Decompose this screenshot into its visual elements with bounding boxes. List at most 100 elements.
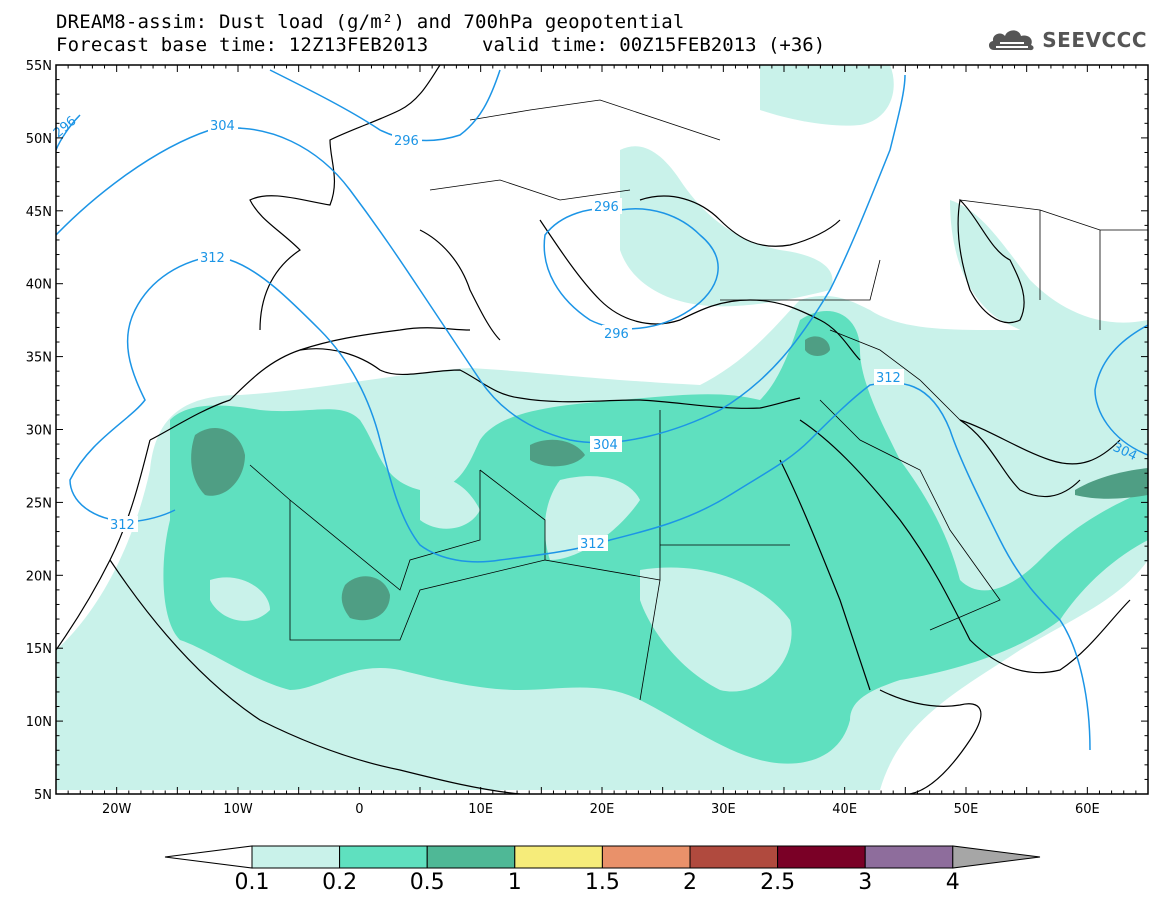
border-central-asia — [959, 199, 1148, 330]
dust-dark-mali — [341, 576, 390, 621]
border-europe-2 — [469, 99, 721, 141]
dust-gap-sudan — [640, 567, 792, 692]
border-saudi — [819, 399, 1001, 631]
seevccc-logo: SEEVCCC — [986, 26, 1147, 54]
colorbar-tick-label: 3 — [858, 870, 873, 895]
coast-horn — [879, 689, 982, 794]
contour-label-312-iraq: 312 — [876, 371, 901, 386]
colorbar-tick-label: 2 — [683, 870, 697, 895]
colorbar-below-arrow — [164, 845, 253, 869]
map-title: DREAM8-assim: Dust load (g/m²) and 700hP… — [56, 11, 685, 33]
colorbar-tick-label: 2.5 — [760, 870, 796, 895]
lon-label: 0 — [355, 802, 363, 817]
lat-label: 15N — [26, 642, 52, 657]
contour-304-east — [1094, 324, 1148, 456]
contour-label-296-west: 296 — [51, 114, 80, 141]
contour-312-main — [229, 259, 1091, 751]
dust-dark-syria — [805, 336, 830, 356]
colorbar-tick-label: 0.2 — [322, 870, 358, 895]
lon-label: 50E — [954, 802, 979, 817]
contour-label-312-sahara: 312 — [580, 537, 605, 552]
contour-label-296-greece: 296 — [604, 327, 629, 342]
border-mali-niger — [289, 500, 546, 641]
contour-label-304-west: 304 — [210, 119, 235, 134]
contour-296-north — [269, 69, 501, 142]
lon-label: 20W — [102, 802, 132, 817]
colorbar-segment — [601, 845, 691, 869]
lat-label: 20N — [26, 569, 52, 584]
dust-dark-libya — [530, 439, 585, 467]
border-europe-1 — [429, 179, 631, 201]
colorbar-segment — [514, 845, 603, 869]
dust-fields — [56, 65, 1148, 790]
border-turkey — [720, 259, 881, 301]
colorbar-tick-label: 0.1 — [234, 870, 270, 895]
contour-label-304-libya: 304 — [593, 438, 618, 453]
lat-label: 35N — [26, 351, 52, 366]
dust-gap-libya — [420, 477, 480, 529]
dust-dark-gulf — [1075, 468, 1148, 499]
logo-text: SEEVCCC — [1042, 28, 1147, 52]
border-chad-sudan — [639, 579, 661, 701]
colorbar-tick-label: 1.5 — [584, 870, 620, 895]
dust-gap-egypt — [544, 476, 640, 560]
coast-arabia — [799, 419, 1131, 674]
dust-gap-chad — [210, 577, 270, 621]
border-libya-egypt — [479, 410, 661, 581]
latitude-labels: 55N 50N 45N 40N 35N 30N 25N 20N 15N 10N 5N — [26, 59, 52, 803]
colorbar-tick-label: 4 — [945, 870, 960, 895]
lon-label: 10W — [223, 802, 253, 817]
colorbar-tick-label: 0.5 — [409, 870, 445, 895]
valid-time: valid time: 00Z15FEB2013 (+36) — [482, 34, 826, 56]
lat-label: 55N — [26, 59, 52, 74]
dust-dark-morocco — [191, 427, 245, 496]
coast-caspian — [957, 198, 1025, 324]
colorbar-tick-label: 1 — [507, 870, 522, 895]
geopotential-contours — [56, 69, 1148, 751]
dust-light-ne — [760, 65, 894, 126]
coast-italy — [419, 229, 501, 341]
coast-redsea — [779, 459, 871, 691]
coast-persian-gulf — [959, 419, 1121, 465]
dust-light-north — [620, 146, 833, 307]
lat-label: 50N — [26, 132, 52, 147]
colorbar-segment — [777, 845, 866, 869]
dust-medium-region — [163, 311, 1148, 764]
colorbar-segment — [689, 845, 779, 869]
border-algeria — [249, 464, 481, 591]
lat-label: 10N — [26, 715, 52, 730]
contour-296-west — [56, 114, 81, 151]
contour-label-312-sw: 312 — [110, 518, 135, 533]
longitude-labels: 20W 10W 0 10E 20E 30E 40E 50E 60E — [102, 802, 1100, 817]
lat-label: 5N — [34, 788, 52, 803]
coast-blacksea — [639, 195, 841, 247]
coastlines — [56, 65, 1131, 794]
lon-label: 40E — [832, 802, 857, 817]
lat-label: 40N — [26, 278, 52, 293]
axis-ticks — [55, 64, 1149, 795]
colorbar-segment — [426, 845, 516, 869]
lon-label: 60E — [1075, 802, 1100, 817]
contour-label-312-west: 312 — [200, 251, 225, 266]
lon-label: 20E — [590, 802, 615, 817]
coast-greece-turkey — [539, 219, 861, 361]
dust-light-caspian — [950, 200, 1148, 362]
lat-label: 45N — [26, 205, 52, 220]
lon-label: 10E — [468, 802, 493, 817]
contour-label-296-north: 296 — [394, 134, 419, 149]
colorbar-segment — [251, 845, 341, 869]
colorbar-above-arrow — [952, 845, 1041, 869]
colorbar-segment — [339, 845, 428, 869]
lat-label: 25N — [26, 496, 52, 511]
colorbar-segment — [864, 845, 954, 869]
lat-label: 30N — [26, 424, 52, 439]
colorbar — [164, 845, 1041, 869]
coast-med-south — [299, 348, 801, 409]
country-borders — [249, 99, 1148, 701]
cloud-icon — [989, 30, 1034, 51]
contour-304 — [56, 74, 906, 444]
coast-west-africa — [56, 439, 521, 794]
lon-label: 30E — [711, 802, 736, 817]
forecast-base-time: Forecast base time: 12Z13FEB2013 — [56, 34, 429, 56]
